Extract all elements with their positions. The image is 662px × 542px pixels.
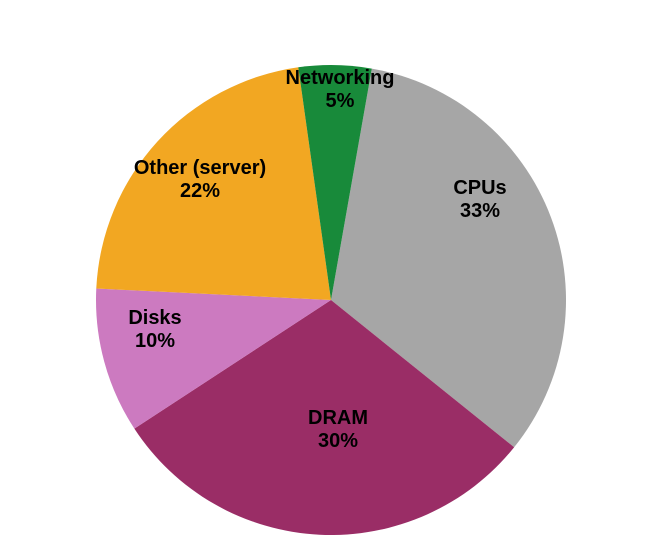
pie-chart: CPUs33%DRAM30%Disks10%Other (server)22%N… bbox=[0, 0, 662, 542]
pie-slice bbox=[96, 67, 331, 300]
pie-svg bbox=[0, 0, 662, 542]
